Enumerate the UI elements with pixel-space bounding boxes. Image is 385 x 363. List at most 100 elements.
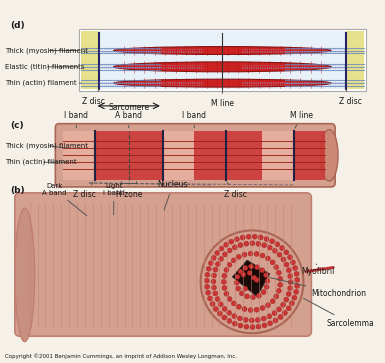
Circle shape (270, 239, 275, 244)
Circle shape (222, 306, 227, 311)
Bar (294, 131, 325, 180)
Circle shape (286, 306, 291, 311)
Circle shape (281, 257, 286, 262)
Circle shape (266, 303, 270, 308)
Circle shape (278, 315, 283, 319)
Ellipse shape (114, 79, 331, 87)
Text: (d): (d) (10, 21, 25, 30)
Circle shape (290, 260, 295, 265)
Circle shape (274, 265, 279, 270)
Circle shape (215, 262, 220, 266)
Circle shape (232, 314, 237, 318)
Circle shape (243, 286, 248, 291)
Circle shape (273, 318, 278, 323)
Circle shape (273, 248, 278, 253)
Circle shape (219, 246, 224, 251)
Circle shape (294, 289, 299, 294)
Circle shape (239, 291, 244, 296)
Circle shape (248, 251, 253, 256)
Text: Thin (actin) filament: Thin (actin) filament (5, 159, 77, 166)
Circle shape (249, 264, 254, 269)
Circle shape (254, 252, 259, 256)
Circle shape (264, 284, 269, 289)
Circle shape (215, 250, 220, 256)
Circle shape (227, 248, 232, 253)
Circle shape (222, 273, 227, 278)
Circle shape (260, 268, 265, 273)
Circle shape (270, 299, 275, 304)
Circle shape (238, 269, 243, 274)
Circle shape (262, 323, 267, 328)
Circle shape (284, 297, 289, 302)
Circle shape (213, 306, 218, 311)
Circle shape (282, 310, 287, 315)
FancyBboxPatch shape (15, 193, 311, 336)
Circle shape (242, 252, 247, 257)
Text: (c): (c) (10, 121, 23, 130)
Circle shape (295, 277, 300, 282)
Bar (95, 131, 163, 180)
Text: Z disc: Z disc (224, 182, 247, 199)
Circle shape (243, 317, 248, 322)
Circle shape (215, 297, 220, 302)
Circle shape (268, 321, 273, 326)
Circle shape (250, 241, 255, 246)
Circle shape (231, 301, 236, 306)
Circle shape (244, 241, 249, 246)
Circle shape (211, 255, 216, 260)
Circle shape (256, 241, 261, 246)
Circle shape (201, 231, 303, 333)
Circle shape (227, 297, 232, 301)
Circle shape (236, 254, 241, 259)
Circle shape (276, 270, 281, 275)
Circle shape (218, 302, 223, 307)
Circle shape (284, 250, 289, 255)
Circle shape (278, 282, 283, 287)
Circle shape (238, 323, 243, 328)
Circle shape (251, 295, 256, 300)
Circle shape (222, 315, 227, 320)
Circle shape (248, 307, 253, 313)
Circle shape (290, 301, 295, 306)
Circle shape (204, 278, 209, 283)
Text: Sarcolemma: Sarcolemma (304, 298, 374, 328)
Text: Z disc: Z disc (340, 89, 362, 106)
Circle shape (255, 318, 260, 322)
Circle shape (204, 284, 209, 289)
Circle shape (280, 245, 285, 250)
Circle shape (264, 237, 269, 241)
Circle shape (241, 272, 246, 277)
Circle shape (263, 273, 268, 278)
Text: M line: M line (211, 90, 234, 108)
Circle shape (260, 306, 265, 310)
Circle shape (227, 318, 232, 323)
Circle shape (210, 301, 215, 306)
Circle shape (254, 277, 259, 282)
Circle shape (294, 272, 299, 276)
Circle shape (288, 274, 293, 278)
Text: Mitochondrion: Mitochondrion (270, 278, 367, 298)
Bar (346, 31, 364, 89)
Circle shape (275, 242, 280, 247)
Ellipse shape (114, 46, 331, 54)
Circle shape (261, 316, 266, 321)
Text: Thin (actin) filament: Thin (actin) filament (5, 80, 81, 86)
Circle shape (213, 291, 218, 296)
Circle shape (205, 272, 210, 277)
Circle shape (223, 252, 228, 257)
Circle shape (240, 235, 245, 240)
Bar (262, 131, 294, 180)
Circle shape (219, 257, 224, 261)
Circle shape (234, 280, 239, 285)
Circle shape (260, 253, 265, 258)
Bar (81, 31, 364, 89)
Circle shape (229, 239, 234, 244)
Ellipse shape (114, 62, 331, 72)
Circle shape (208, 261, 213, 266)
Text: I band: I band (182, 111, 206, 128)
Circle shape (213, 267, 218, 272)
Circle shape (238, 242, 243, 248)
Bar (79, 29, 366, 91)
Circle shape (272, 311, 277, 316)
Circle shape (224, 268, 229, 273)
